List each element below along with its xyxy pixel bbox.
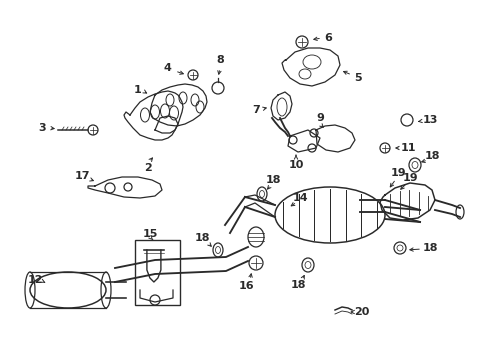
Text: 2: 2: [144, 163, 152, 173]
Text: 9: 9: [315, 113, 323, 123]
Bar: [135, 240, 180, 305]
Text: 5: 5: [353, 73, 361, 83]
Text: 11: 11: [400, 143, 415, 153]
Text: 19: 19: [401, 173, 417, 183]
Text: 18: 18: [194, 233, 209, 243]
Text: 18: 18: [290, 280, 305, 290]
Text: 20: 20: [354, 307, 369, 317]
Text: 12: 12: [27, 275, 42, 285]
Text: 15: 15: [142, 229, 157, 239]
Text: 7: 7: [252, 105, 259, 115]
Text: 10: 10: [288, 160, 303, 170]
Text: 19: 19: [389, 168, 405, 178]
Text: 1: 1: [134, 85, 142, 95]
Text: 8: 8: [216, 55, 224, 65]
Text: 3: 3: [38, 123, 46, 133]
Text: 14: 14: [292, 193, 307, 203]
Text: 13: 13: [422, 115, 437, 125]
Text: 16: 16: [239, 281, 254, 291]
Text: 18: 18: [264, 175, 280, 185]
Text: 6: 6: [324, 33, 331, 43]
Text: 18: 18: [421, 243, 437, 253]
Text: 4: 4: [163, 63, 171, 73]
Text: 17: 17: [74, 171, 90, 181]
Text: 18: 18: [424, 151, 439, 161]
